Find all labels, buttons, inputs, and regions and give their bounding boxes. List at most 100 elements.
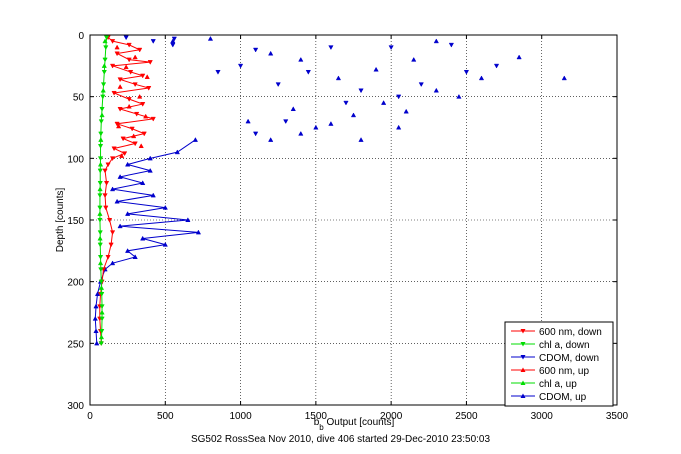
y-tick-label: 300 — [67, 401, 84, 412]
data-point — [418, 82, 424, 88]
data-point — [98, 279, 104, 285]
data-point — [358, 137, 364, 142]
series-line — [94, 139, 199, 344]
legend-marker — [520, 342, 526, 347]
data-point — [138, 143, 144, 149]
data-point — [109, 186, 116, 192]
legend-label: CDOM, up — [539, 392, 587, 403]
data-point — [174, 149, 180, 155]
data-point — [328, 45, 334, 51]
legend: 600 nm, down chl a, down CDOM, down 600 nm,… — [504, 321, 614, 407]
data-point — [134, 111, 140, 117]
series-chl-a-down — [97, 35, 110, 347]
data-point — [94, 291, 101, 297]
series-cdom-down — [123, 35, 500, 137]
legend-marker — [520, 367, 526, 372]
data-point — [102, 193, 108, 199]
data-point — [162, 204, 168, 210]
data-point — [478, 75, 485, 81]
data-point — [343, 100, 349, 106]
data-point — [97, 143, 104, 149]
y-tick-label: 200 — [67, 278, 84, 289]
x-tick-label: 1500 — [305, 411, 328, 422]
data-point — [126, 42, 132, 48]
data-point — [132, 82, 138, 88]
data-point — [358, 88, 364, 94]
x-axis-ticks: 0 500 1000 1500 2000 2500 3000 3500 — [87, 35, 629, 422]
data-point — [97, 254, 104, 260]
data-point — [170, 42, 176, 48]
data-point — [140, 73, 146, 79]
y-tick-label: 250 — [67, 339, 84, 350]
data-point — [147, 155, 153, 161]
grid — [90, 35, 617, 405]
series-layer — [92, 35, 567, 347]
data-point — [126, 57, 132, 63]
data-point — [98, 267, 104, 273]
series-600-nm-down — [97, 35, 156, 347]
data-point — [290, 106, 296, 112]
data-point — [448, 42, 454, 48]
data-point — [215, 69, 221, 75]
x-axis-label: bb Output [counts] — [314, 417, 395, 432]
y-tick-label: 150 — [67, 216, 84, 227]
legend-item: chl a, up — [511, 379, 577, 390]
legend-item: chl a, down — [511, 340, 590, 351]
data-point — [114, 44, 120, 50]
data-point — [100, 82, 107, 88]
data-point — [111, 146, 117, 152]
data-point — [97, 180, 103, 186]
data-point — [97, 193, 103, 199]
data-point — [125, 248, 131, 253]
legend-item: CDOM, up — [511, 392, 587, 403]
data-point — [97, 242, 103, 248]
data-point — [98, 119, 104, 125]
data-point — [99, 291, 105, 297]
data-point — [94, 340, 100, 346]
data-point — [111, 90, 117, 96]
data-point — [350, 112, 357, 118]
legend-label: chl a, up — [539, 379, 577, 390]
data-point — [109, 63, 116, 69]
data-point — [117, 223, 123, 229]
data-point — [114, 51, 120, 57]
data-point — [147, 167, 153, 173]
data-point — [103, 45, 109, 51]
data-point — [123, 64, 129, 70]
data-point — [561, 75, 567, 81]
data-point — [125, 161, 131, 167]
data-point — [102, 168, 108, 174]
data-point — [298, 130, 304, 136]
data-point — [99, 328, 105, 334]
data-point — [185, 217, 191, 223]
data-point — [463, 69, 470, 75]
data-point — [97, 230, 103, 236]
data-point — [103, 35, 110, 41]
x-tick-label: 2500 — [455, 411, 478, 422]
data-point — [245, 118, 251, 124]
data-point — [117, 77, 123, 83]
data-point — [115, 123, 122, 129]
data-point — [114, 121, 120, 127]
data-point — [129, 126, 135, 132]
data-point — [373, 66, 379, 72]
data-point — [103, 205, 109, 211]
data-point — [493, 63, 500, 69]
data-point — [99, 316, 105, 322]
data-point — [123, 35, 129, 41]
legend-item: 600 nm, up — [511, 366, 589, 377]
data-point — [93, 328, 99, 334]
data-point — [275, 82, 281, 88]
x-tick-label: 3500 — [606, 411, 629, 422]
data-point — [97, 217, 103, 223]
data-point — [283, 119, 289, 125]
data-point — [137, 47, 143, 53]
data-point — [125, 211, 131, 216]
legend-label: 600 nm, up — [539, 366, 589, 377]
data-point — [268, 137, 274, 142]
data-point — [97, 205, 103, 211]
x-tick-label: 0 — [87, 411, 93, 422]
series-cdom-up — [92, 35, 567, 346]
data-point — [132, 54, 138, 60]
